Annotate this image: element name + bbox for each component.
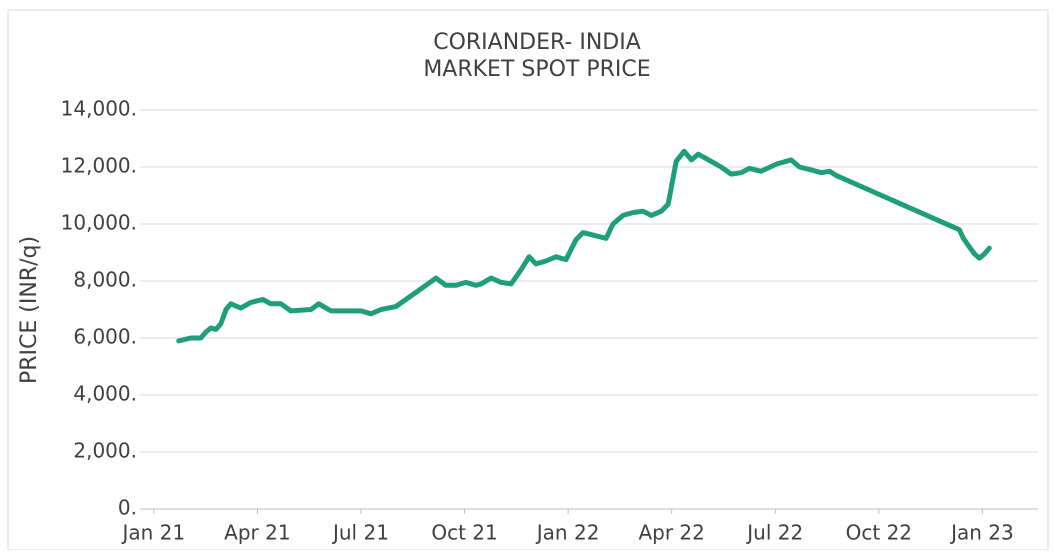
y-tick-label: 12,000. [61,154,137,178]
x-tick-label: Jul 21 [331,521,389,545]
x-tick-label: Apr 21 [224,521,290,545]
x-tick-label: Oct 22 [846,521,912,545]
y-tick-label: 4,000. [73,382,137,406]
x-tick-label: Oct 21 [431,521,497,545]
x-tick-label: Jul 22 [745,521,803,545]
y-tick-label: 6,000. [73,325,137,349]
x-tick-label: Apr 22 [638,521,704,545]
x-tick-label: Jan 21 [120,521,185,545]
chart-frame [7,9,1049,551]
price-line [176,148,992,344]
y-tick-label: 10,000. [61,211,137,235]
x-tick-label: Jan 22 [535,521,600,545]
y-tick-label: 8,000. [73,268,137,292]
y-tick-label: 14,000. [61,97,137,121]
chart-title: CORIANDER- INDIA [433,30,641,55]
y-tick-label: 2,000. [73,439,137,463]
y-axis-label: PRICE (INR/q) [17,236,42,384]
chart-subtitle: MARKET SPOT PRICE [423,57,650,82]
y-tick-label: 0. [118,496,137,520]
x-tick-label: Jan 23 [949,521,1014,545]
